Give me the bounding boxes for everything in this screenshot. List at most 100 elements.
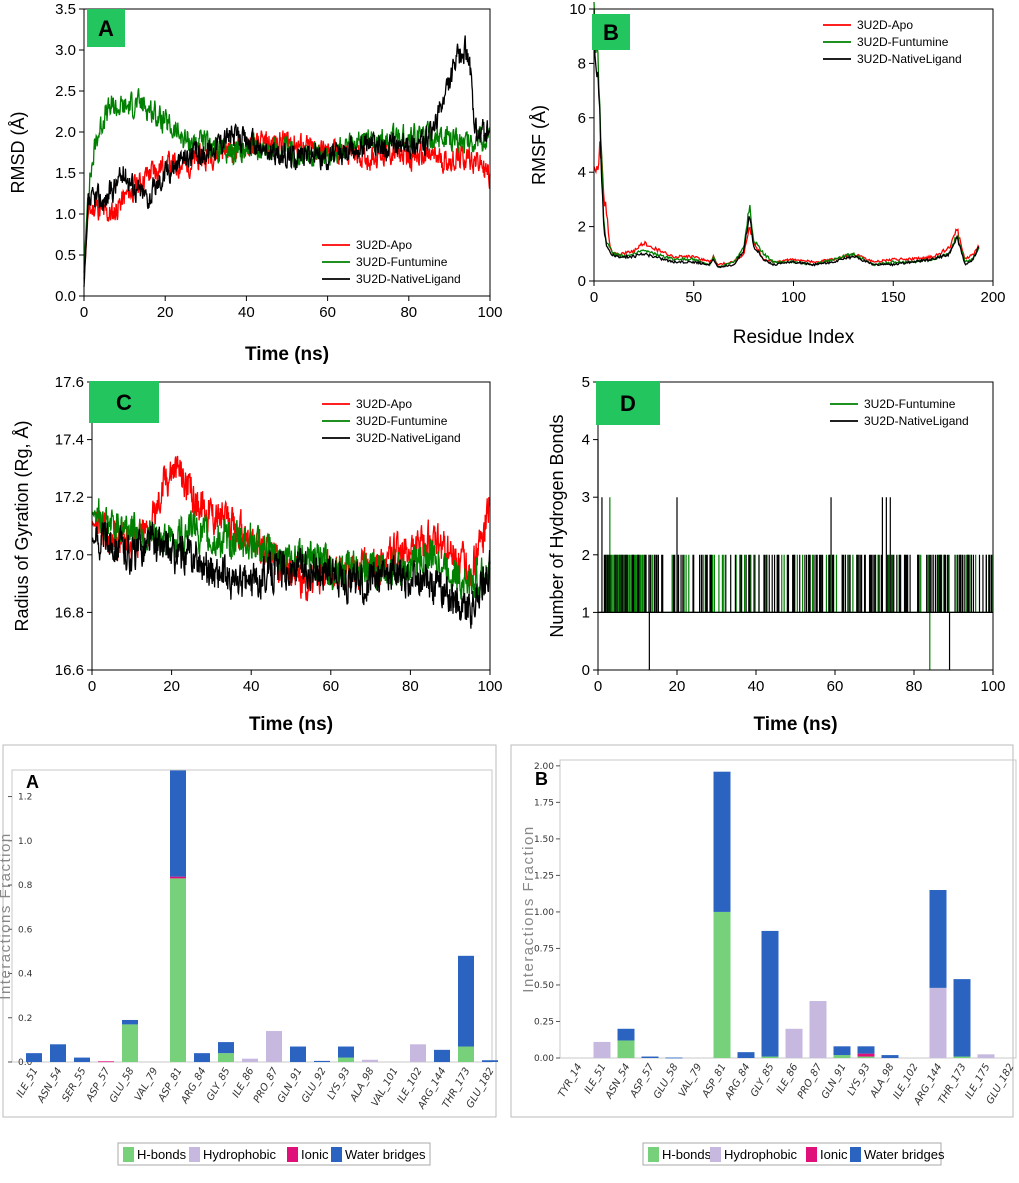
bar-h-bonds (170, 878, 186, 1062)
y-tick-label: 0.0 (55, 288, 76, 305)
legend-label: 3U2D-Apo (857, 18, 913, 32)
bar-water-bridges (314, 1060, 330, 1062)
bar-hydrophobic (242, 1058, 258, 1062)
y-tick-label: 0.6 (18, 925, 33, 935)
bar-water-bridges (458, 955, 474, 1047)
bar-h-bonds (953, 1056, 971, 1058)
legend-label: Water bridges (345, 1147, 426, 1162)
y-tick-label: 2 (582, 547, 590, 564)
x-tick-label: 100 (477, 304, 502, 321)
panel-label: A (26, 772, 39, 792)
x-tick-label: 0 (590, 289, 598, 306)
bar-water-bridges (50, 1044, 66, 1062)
bar-hydrophobic (593, 1041, 611, 1058)
y-tick-label: 1.0 (18, 837, 33, 847)
y-tick-label: 2.5 (55, 83, 76, 100)
y-tick-label: 1.50 (534, 835, 554, 845)
legend-label: 3U2D-NativeLigand (864, 414, 969, 428)
panel-b-rmsf: 0 50 100 150 200 0 2 4 6 8 10 Residue Index RMSF (Å)… (529, 1, 1006, 348)
bar-ionic (857, 1053, 875, 1057)
legend-swatch (123, 1147, 134, 1162)
y-tick-label: 1.5 (55, 165, 76, 182)
y-tick-label: 3.0 (55, 42, 76, 59)
bar-water-bridges (641, 1056, 659, 1058)
panel-label-box (596, 381, 660, 425)
x-tick-label: 60 (322, 678, 339, 695)
legend-label: Hydrophobic (203, 1147, 276, 1162)
x-tick-label: 200 (980, 289, 1005, 306)
bar-water-bridges (665, 1057, 683, 1059)
bar-h-bonds (218, 1053, 234, 1062)
y-tick-label: 3.5 (55, 1, 76, 18)
legend-label: 3U2D-Apo (356, 238, 412, 252)
y-tick-label: 17.4 (55, 432, 84, 449)
panel-c-gyration: 0 20 40 60 80 100 16.6 16.8 17.0 17.2 17.4 17.6 Time… (12, 374, 503, 735)
y-tick-label: 17.0 (55, 547, 84, 564)
x-tick-label: 40 (748, 678, 765, 695)
bar-ionic (170, 876, 186, 879)
bar-hydrophobic (977, 1054, 995, 1058)
y-tick-label: 0.00 (534, 1054, 554, 1064)
legend-label: H-bonds (137, 1147, 187, 1162)
x-tick-label: 100 (477, 678, 502, 695)
y-tick-label: 17.2 (55, 489, 84, 506)
bar-water-bridges (881, 1055, 899, 1058)
panel-label: C (116, 390, 132, 415)
legend-label: Hydrophobic (724, 1147, 797, 1162)
y-tick-label: 0.25 (534, 1017, 554, 1027)
y-tick-label: 1.2 (18, 793, 32, 803)
x-tick-label: 100 (781, 289, 806, 306)
y-tick-label: 3 (582, 489, 590, 506)
x-axis-label: Time (ns) (249, 714, 333, 735)
bar-water-bridges (761, 930, 779, 1057)
bar-h-bonds (857, 1056, 875, 1058)
bar-hydrophobic (809, 1001, 827, 1058)
y-axis-label: RMSF (Å) (529, 105, 549, 185)
series-3u2d-apo (83, 130, 491, 280)
bar-water-bridges (482, 1060, 498, 1062)
y-tick-label: 0.5 (55, 247, 76, 264)
bar-hydrophobic (785, 1028, 803, 1058)
y-tick-label: 1 (582, 604, 590, 621)
bar-h-bonds (458, 1046, 474, 1062)
x-axis-label: Residue Index (733, 327, 855, 348)
x-tick-label: 0 (80, 304, 88, 321)
legend-swatch (710, 1147, 721, 1162)
x-tick-label: 20 (157, 304, 174, 321)
legend-swatch (648, 1147, 659, 1162)
bar-water-bridges (194, 1053, 210, 1062)
bar-water-bridges (737, 1052, 755, 1058)
bar-water-bridges (122, 1019, 138, 1025)
y-tick-label: 0.75 (534, 944, 554, 954)
x-tick-label: 60 (827, 678, 844, 695)
bar-h-bonds (833, 1055, 851, 1058)
bar-hydrophobic (266, 1031, 282, 1062)
y-tick-label: 10 (569, 1, 586, 18)
plot-frame (91, 381, 491, 671)
bar-water-bridges (929, 890, 947, 988)
bar-water-bridges (74, 1057, 90, 1062)
series-3u2d-nativeligand (597, 439, 993, 670)
panel-label-box (87, 9, 125, 47)
bar-hydrophobic (362, 1059, 378, 1062)
bar-hydrophobic (929, 987, 947, 1058)
panel-label-box (89, 381, 159, 423)
x-tick-label: 80 (400, 304, 417, 321)
bar-water-bridges (713, 771, 731, 912)
x-tick-label: 150 (881, 289, 906, 306)
y-axis-label: Interactions Fraction (520, 825, 537, 992)
bar-hydrophobic (410, 1044, 426, 1062)
x-tick-label: 50 (685, 289, 702, 306)
y-tick-label: 1.75 (534, 798, 554, 808)
y-tick-label: 1.25 (534, 871, 554, 881)
y-tick-label: 0.8 (18, 881, 33, 891)
y-tick-label: 2.00 (534, 762, 554, 772)
bar-h-bonds (617, 1040, 635, 1058)
panel-label: D (620, 391, 636, 416)
legend-label: H-bonds (662, 1147, 712, 1162)
panel-label: B (603, 20, 619, 45)
bar-h-bonds (338, 1057, 354, 1062)
x-tick-label: 80 (402, 678, 419, 695)
y-tick-label: 6 (578, 110, 586, 127)
legend-label: 3U2D-NativeLigand (356, 272, 461, 286)
